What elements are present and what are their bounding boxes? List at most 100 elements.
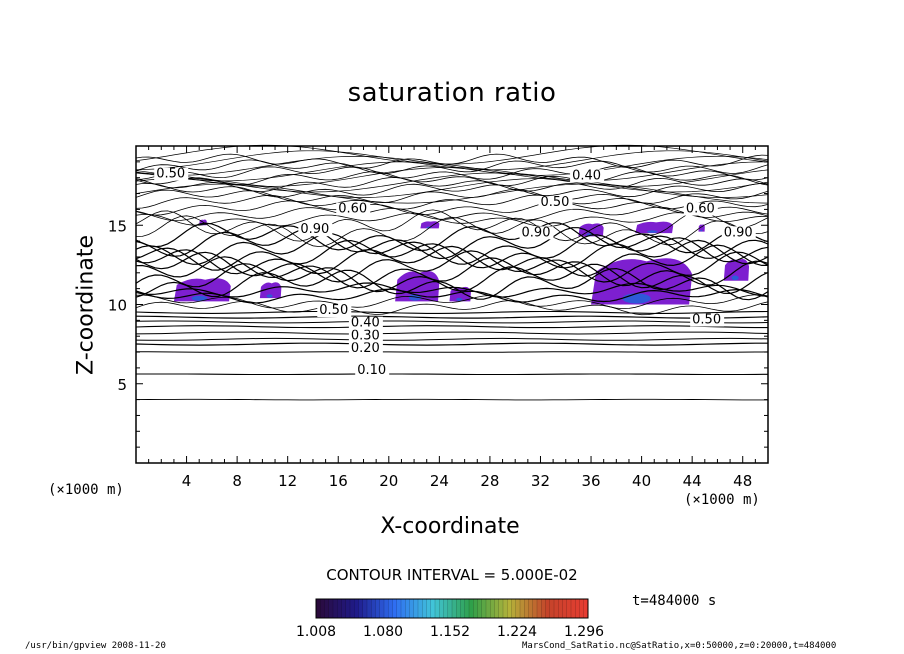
colorbar-cell xyxy=(362,599,368,618)
colorbar-cell xyxy=(345,599,351,618)
y-axis-label: Z-coordinate xyxy=(73,235,99,375)
contour-line xyxy=(135,200,769,216)
colorbar-cell xyxy=(541,599,546,618)
contour-line xyxy=(135,239,769,271)
colorbar-cell xyxy=(388,599,393,618)
colorbar-cell xyxy=(507,599,512,618)
contour-label: 0.40 xyxy=(572,168,601,183)
colorbar-tick-label: 1.152 xyxy=(430,624,470,640)
colorbar-cell xyxy=(571,599,576,618)
contour-line xyxy=(135,159,769,174)
colorbar-cell xyxy=(435,599,440,618)
colorbar-tick-label: 1.224 xyxy=(497,624,537,640)
contour-line xyxy=(135,310,769,314)
colorbar-cell xyxy=(405,599,410,618)
contour-label-bg xyxy=(154,167,189,181)
contour-line xyxy=(135,182,769,198)
colorbar-cell xyxy=(490,599,495,618)
colorbar-cell xyxy=(579,599,585,618)
contour-label-bg xyxy=(348,342,383,356)
colorbar-cell xyxy=(341,599,347,618)
contour-line xyxy=(135,337,769,341)
contour-line xyxy=(135,294,769,310)
contour-line xyxy=(135,325,768,329)
contour-line xyxy=(135,227,769,260)
contour-line xyxy=(135,222,769,254)
contour-line xyxy=(135,155,769,176)
contour-line xyxy=(135,256,769,289)
contour-line xyxy=(135,188,769,204)
y-tick-label: 10 xyxy=(108,297,127,315)
contour-line xyxy=(135,150,769,171)
x-axis-label: X-coordinate xyxy=(380,514,520,539)
contour-label: 0.20 xyxy=(351,341,380,356)
contour-label-bg xyxy=(721,226,756,240)
colorbar-cell xyxy=(503,599,508,618)
footer-right: MarsCond_SatRatio.nc@SatRatio,x=0:50000,… xyxy=(522,641,837,651)
colorbar-cell xyxy=(537,599,542,618)
colorbar-cell xyxy=(473,599,478,618)
colorbar-cell xyxy=(464,599,470,618)
contour-label-bg xyxy=(348,316,383,330)
contour-line xyxy=(135,331,769,335)
contour-label: 0.90 xyxy=(724,225,753,240)
x-tick-label: 12 xyxy=(278,472,297,490)
colorbar-cell xyxy=(333,599,338,618)
contour-line xyxy=(135,183,769,204)
contour-line xyxy=(135,209,769,242)
colorbar-cell xyxy=(358,599,364,618)
contour-line xyxy=(135,178,769,198)
colorbar-cell xyxy=(452,599,457,618)
contour-label: 0.40 xyxy=(351,316,380,331)
colorbar-frame xyxy=(315,598,589,619)
contour-label: 0.90 xyxy=(522,225,551,240)
colorbar-cell xyxy=(379,599,385,618)
z-axis-unit: (×1000 m) xyxy=(48,482,124,498)
colorbar-cell xyxy=(520,599,525,618)
colorbar-cell xyxy=(430,599,436,618)
contour-label: 0.60 xyxy=(686,202,715,217)
colorbar-cell xyxy=(401,599,406,618)
colorbar-cell xyxy=(367,599,372,618)
contour-line xyxy=(135,250,769,283)
colorbar-cell xyxy=(456,599,461,618)
colorbar-cell xyxy=(418,599,423,618)
contour-line xyxy=(135,263,769,295)
supersaturated-core xyxy=(731,275,739,281)
colorbar-cell xyxy=(528,599,534,618)
colorbar-cell xyxy=(413,599,419,618)
colorbar-cell xyxy=(498,599,504,618)
x-tick-label: 48 xyxy=(733,472,752,490)
supersaturated-core xyxy=(700,229,703,232)
colorbar-cell xyxy=(375,599,381,618)
colorbar-cell xyxy=(396,599,402,618)
colorbar-cell xyxy=(384,599,389,618)
contour-label-bg xyxy=(570,169,605,183)
contour-label: 0.60 xyxy=(338,202,367,217)
colorbar-cell xyxy=(328,599,334,618)
colorbar-cell xyxy=(320,599,325,618)
contour-line xyxy=(135,153,769,169)
colorbar-cell xyxy=(350,599,355,618)
colorbar-cell xyxy=(460,599,466,618)
supersaturated-region xyxy=(420,221,440,229)
colorbar-cell xyxy=(515,599,521,618)
contour-line xyxy=(135,161,768,182)
contour-label-bg xyxy=(317,304,352,318)
contour-line xyxy=(135,215,769,248)
contour-label-bg xyxy=(690,313,725,327)
colorbar-cell xyxy=(469,599,474,618)
contour-interval-label: CONTOUR INTERVAL = 5.000E-02 xyxy=(326,566,578,584)
colorbar-cell xyxy=(481,599,487,618)
colorbar-cell xyxy=(371,599,376,618)
x-tick-label: 4 xyxy=(182,472,192,490)
colorbar-cell xyxy=(422,599,427,618)
colorbar-cell xyxy=(558,599,563,618)
colorbar-tick-label: 1.008 xyxy=(296,624,336,640)
chart-title: saturation ratio xyxy=(347,78,557,108)
contour-line xyxy=(135,315,769,319)
colorbar-tick-label: 1.296 xyxy=(564,624,604,640)
x-tick-label: 24 xyxy=(430,472,449,490)
contour-line xyxy=(136,373,769,376)
